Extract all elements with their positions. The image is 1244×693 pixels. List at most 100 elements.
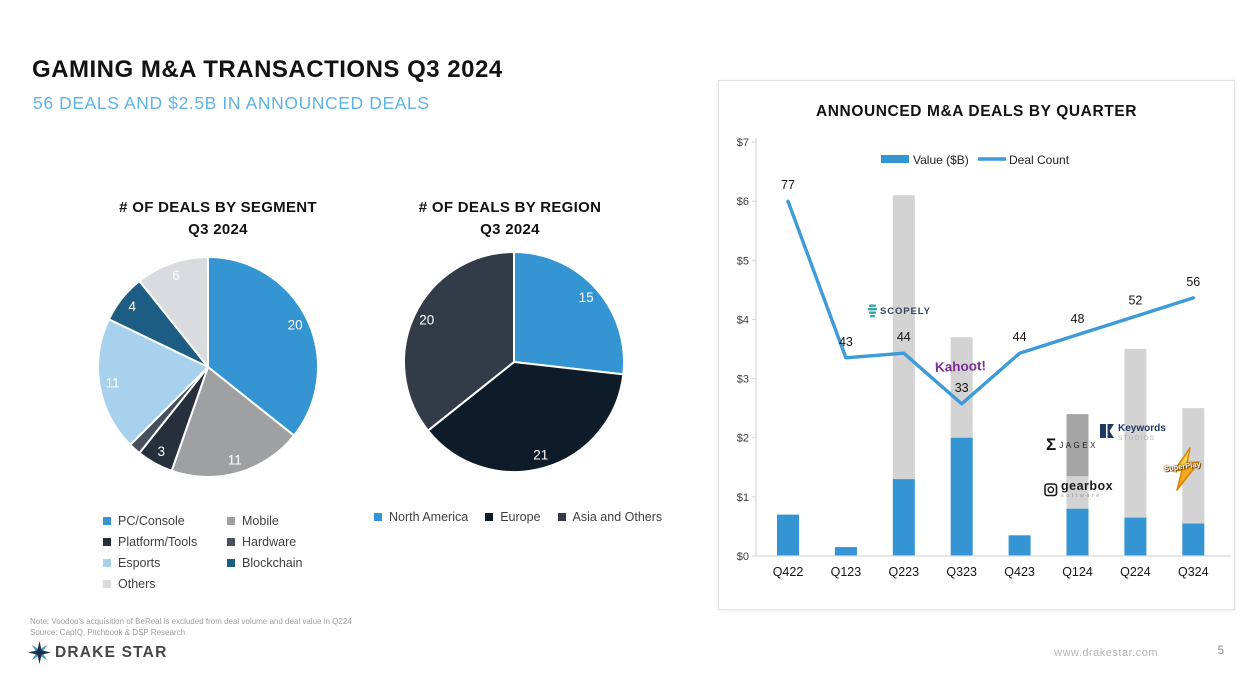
quarterly-chart-panel: ANNOUNCED M&A DEALS BY QUARTER $0 $1 $2 $3 $… [718,80,1235,610]
pie-data-label: 6 [172,268,180,283]
legend-item-blockchain: Blockchain [227,552,302,573]
gearbox-logo-text: gearbox [1061,479,1114,493]
kahoot-logo-text: Kahoot! [934,358,987,375]
gearbox-logo-subtext: software [1061,492,1102,499]
pie-slice-europe [427,361,625,473]
legend-swatch [557,512,566,521]
deal-count-label: 77 [781,178,795,192]
legend-bar-label: Value ($B) [913,153,969,167]
legend-item-platform-tools: Platform/Tools [103,531,197,552]
deal-count-label: 44 [1013,330,1027,344]
keywords-logo-subtext: STUDIOS [1118,435,1156,442]
legend-swatch [227,537,235,546]
deal-count-label: 44 [897,330,911,344]
source-text: Source: CapIQ, Pitchbook & DSP Research [30,627,186,637]
legend-label: North America [389,509,469,524]
superplay-bolt-icon [1173,447,1200,491]
y-axis-label: $4 [737,314,749,326]
gearbox-logo: gearbox software [1044,480,1113,499]
page-title: GAMING M&A TRANSACTIONS Q3 2024 [32,56,503,83]
x-axis-label: Q123 [831,565,862,579]
legend-item-europe: Europe [485,506,541,527]
y-axis-label: $5 [737,255,749,267]
pie-data-label: 11 [106,376,120,391]
y-axis-label: $3 [737,374,749,386]
pie-slice-mobile [170,366,295,478]
bar-value-segment [1182,523,1205,556]
footnote-block: Note: Voodoo's acquisition of BeReal is … [30,617,352,639]
region-pie-title-line2: Q3 2024 [480,220,540,238]
deal-count-label: 52 [1128,293,1142,307]
bar-gray-segment [950,337,973,438]
quarterly-chart-title: ANNOUNCED M&A DEALS BY QUARTER [815,103,1138,120]
bar-gray-segment [892,195,915,480]
legend-line-label: Deal Count [1009,153,1070,167]
legend-swatch [103,516,111,525]
region-pie-title-line1: # OF DEALS BY REGION [418,199,602,216]
region-pie-title: # OF DEALS BY REGION Q3 2024 [360,197,660,241]
legend-swatch [485,512,494,521]
legend-swatch [103,579,111,588]
legend-bar-swatch [881,155,909,163]
legend-label: Esports [118,555,161,570]
legend-item-asia-and-others: Asia and Others [557,506,663,527]
legend-label: Blockchain [242,555,303,570]
bar-value-segment [950,437,973,556]
drake-star-icon [28,641,51,664]
x-axis-label: Q224 [1120,565,1151,579]
footnote-text: Note: Voodoo's acquisition of BeReal is … [30,617,352,626]
pie-slice-north-america [513,251,625,376]
bar-gray-segment [1124,349,1147,518]
bar-value-segment [777,514,799,556]
segment-pie-legend-left: PC/Console Platform/Tools Esports Others [103,510,197,594]
deal-count-label: 33 [955,381,969,395]
segment-pie-title: # OF DEALS BY SEGMENT Q3 2024 [68,197,368,241]
legend-label: PC/Console [118,513,185,528]
deal-count-line [786,199,1195,406]
y-axis-label: $6 [737,196,749,208]
legend-label: Mobile [242,513,279,528]
region-pie-legend: North America Europe Asia and Others [374,506,662,527]
legend-label: Europe [500,509,541,524]
page-number: 5 [1217,645,1224,657]
pie-data-label: 20 [288,318,303,333]
legend-label: Platform/Tools [118,534,198,549]
keywords-k-icon [1100,424,1114,438]
website-text: www.drakestar.com [1054,647,1158,659]
pie-data-label: 3 [157,444,165,459]
bar-value-segment [892,479,915,556]
legend-label: Asia and Others [572,509,663,524]
x-axis-label: Q324 [1178,565,1209,579]
deal-count-label: 56 [1186,275,1200,289]
x-axis-label: Q323 [946,565,977,579]
y-axis-label: $7 [737,137,749,149]
legend-item-north-america: North America [374,506,468,527]
jagex-logo-text: JAGEX [1059,440,1098,450]
y-axis-label: $2 [737,433,749,445]
legend-swatch [227,558,235,567]
x-axis-label: Q423 [1004,565,1035,579]
segment-pie-chart: 20 11 3 11 4 6 [97,256,319,478]
y-axis-label: $0 [737,551,749,563]
jagex-logo: Ʃ JAGEX [1046,435,1098,455]
pie-slice-others [138,256,209,368]
drake-star-wordmark: DRAKE STAR [55,643,168,661]
bar-darkgray-segment [1066,414,1089,477]
pie-data-label: 15 [579,290,594,305]
drake-star-logo: DRAKE STAR [28,641,167,664]
kahoot-logo: Kahoot! [935,358,986,375]
jagex-monogram-icon: Ʃ [1046,435,1057,454]
scopely-logo-text: SCOPELY [880,305,931,317]
superplay-logo: SuperPlay [1164,447,1206,491]
legend-swatch [103,537,111,546]
gearbox-icon [1044,482,1058,496]
region-pie-chart: 15 21 20 [403,251,625,473]
segment-pie-title-line1: # OF DEALS BY SEGMENT [119,199,317,216]
legend-label: Others [118,576,156,591]
pie-slice-pc-console [207,256,319,437]
legend-swatch [227,516,235,525]
keywords-logo-text: Keywords [1118,423,1166,434]
legend-item-others: Others [103,573,197,594]
bar-value-segment [1124,517,1147,556]
